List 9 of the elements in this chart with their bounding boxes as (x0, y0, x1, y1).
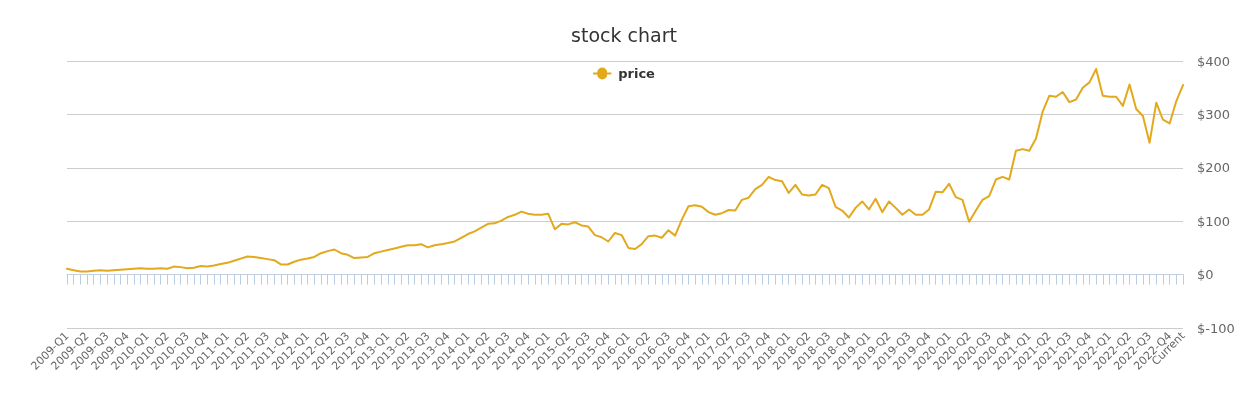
y-tick-label: $300 (1197, 106, 1231, 122)
y-tick-label: $0 (1197, 267, 1214, 283)
y-tick-label: $-100 (1197, 320, 1235, 336)
legend-label: price (618, 66, 656, 81)
y-tick-label: $400 (1197, 53, 1231, 69)
y-tick-label: $100 (1197, 213, 1231, 229)
y-tick-label: $200 (1197, 160, 1231, 176)
chart-title: stock chart (571, 23, 677, 46)
line-series (66, 68, 1184, 273)
